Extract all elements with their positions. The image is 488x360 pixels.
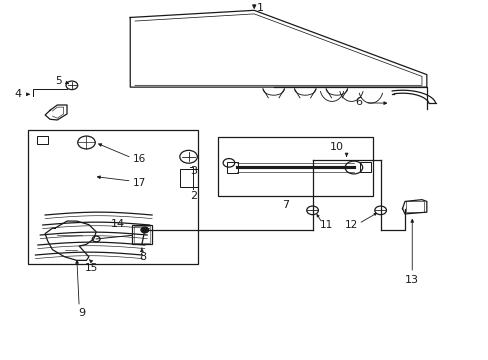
- Text: 14: 14: [111, 219, 125, 229]
- Text: 16: 16: [132, 154, 145, 164]
- Text: 13: 13: [405, 275, 418, 285]
- Bar: [227, 162, 238, 173]
- Text: 12: 12: [344, 220, 357, 230]
- Text: 9: 9: [78, 308, 85, 318]
- Text: 11: 11: [319, 220, 332, 230]
- Circle shape: [141, 227, 148, 233]
- Bar: [360, 162, 370, 172]
- Bar: [180, 169, 198, 187]
- Bar: [28, 130, 198, 264]
- Text: 4: 4: [15, 89, 22, 99]
- Text: 7: 7: [282, 200, 289, 210]
- Text: 17: 17: [132, 177, 145, 188]
- Text: 1: 1: [256, 3, 263, 13]
- Bar: [134, 226, 149, 243]
- Text: 10: 10: [329, 143, 343, 153]
- Text: 6: 6: [355, 97, 362, 107]
- Text: 2: 2: [190, 192, 197, 202]
- Text: 8: 8: [139, 252, 145, 262]
- Text: 3: 3: [190, 166, 197, 176]
- Text: 5: 5: [56, 76, 62, 86]
- Bar: [37, 136, 47, 144]
- Bar: [405, 202, 424, 212]
- Text: 15: 15: [84, 263, 98, 273]
- Bar: [217, 137, 372, 196]
- Bar: [131, 225, 152, 244]
